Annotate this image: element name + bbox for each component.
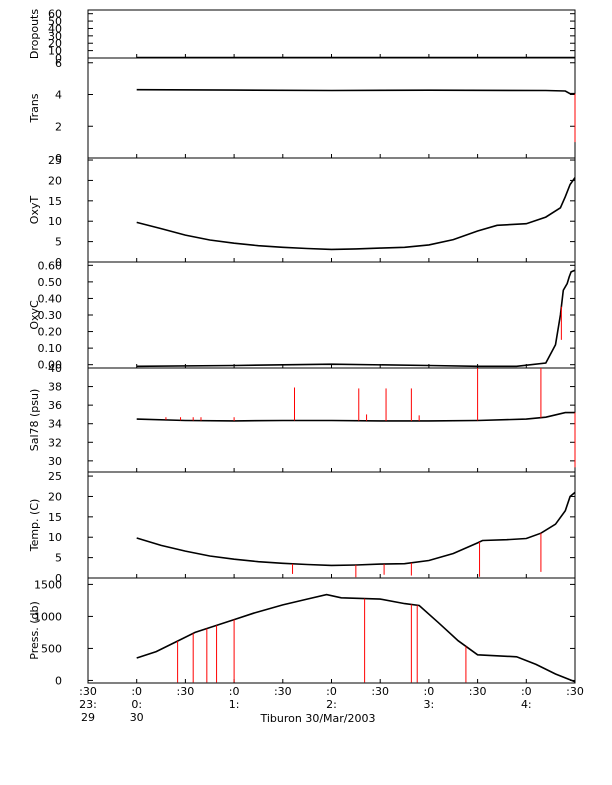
panel-frame: [87, 157, 576, 263]
panel-frame: [87, 57, 576, 159]
y-tick-label: 34: [48, 418, 62, 431]
x-tick-label: :30: [274, 685, 292, 698]
x-tick-label: 0:: [131, 698, 142, 711]
y-tick-label: 0: [55, 52, 62, 65]
series-line-0: [136, 411, 575, 422]
x-tick-label: :30: [469, 685, 487, 698]
panel-1: 0 2 4 6 Trans: [28, 57, 576, 165]
y-tick-label: 0: [55, 152, 62, 165]
y-tick-label: 30: [48, 455, 62, 468]
panel-frame: [87, 577, 576, 684]
y-tick-label: 1500: [34, 578, 62, 591]
y-axis-label: Press. (db): [28, 601, 41, 660]
y-axis-label: Temp. (C): [28, 499, 41, 553]
y-tick-label: 15: [48, 511, 62, 524]
y-tick-label: 25: [48, 470, 62, 483]
y-tick-label: 40: [48, 362, 62, 375]
x-tick-label: :0: [229, 685, 240, 698]
y-tick-label: 0: [55, 572, 62, 585]
y-tick-label: 6: [55, 57, 62, 70]
panel-4: 30 32 34 36 38 40 Sal78 (psu): [28, 362, 576, 473]
x-tick-label: 2:: [326, 698, 337, 711]
y-tick-label: 38: [48, 381, 62, 394]
y-tick-label: 5: [55, 552, 62, 565]
y-tick-label: 32: [48, 436, 62, 449]
y-axis-label: Trans: [28, 93, 41, 123]
y-tick-label: 2: [55, 120, 62, 133]
x-tick-label: :30: [177, 685, 195, 698]
y-tick-label: 30: [48, 30, 62, 43]
x-tick-label: 4:: [521, 698, 532, 711]
y-tick-label: 5: [55, 236, 62, 249]
y-tick-label: 0.00: [38, 359, 63, 372]
x-tick-label: 29: [81, 711, 95, 724]
panel-3: 0.00 0.10 0.20 0.30 0.40 0.50 0.60 OxyC: [28, 259, 576, 372]
y-tick-label: 10: [48, 45, 62, 58]
y-tick-label: 50: [48, 15, 62, 28]
y-tick-label: 0.50: [38, 276, 63, 289]
y-tick-label: 40: [48, 22, 62, 35]
y-tick-label: 60: [48, 8, 62, 21]
panel-frame: [87, 471, 576, 579]
panel-2: 0 5 10 15 20 25 OxyT: [28, 154, 576, 269]
time-axis: :3023:29:00:30:30:01::30:02::30:03::30:0…: [79, 685, 584, 724]
y-tick-label: 10: [48, 215, 62, 228]
y-axis-label: OxyC: [28, 300, 41, 330]
x-tick-label: :0: [131, 685, 142, 698]
x-tick-label: 3:: [424, 698, 435, 711]
panel-5: 0 5 10 15 20 25 Temp. (C): [28, 470, 576, 585]
y-tick-label: 25: [48, 154, 62, 167]
y-tick-label: 15: [48, 195, 62, 208]
x-tick-label: :0: [326, 685, 337, 698]
y-tick-label: 0.30: [38, 309, 63, 322]
y-tick-label: 1000: [34, 610, 62, 623]
series-line-0: [136, 88, 575, 95]
y-tick-label: 36: [48, 399, 62, 412]
x-tick-label: :0: [424, 685, 435, 698]
y-axis-label: Sal78 (psu): [28, 389, 41, 452]
y-tick-label: 20: [48, 174, 62, 187]
y-tick-label: 0.20: [38, 326, 63, 339]
panel-frame: [87, 261, 576, 369]
x-tick-label: :30: [79, 685, 97, 698]
y-tick-label: 4: [55, 89, 62, 102]
y-tick-label: 0: [55, 674, 62, 687]
panel-frame: [87, 9, 576, 59]
series-line-0: [136, 269, 576, 368]
figure-caption: Tiburon 30/Mar/2003: [259, 712, 375, 725]
x-tick-label: 30: [130, 711, 144, 724]
x-tick-label: 23:: [79, 698, 97, 711]
x-tick-label: :30: [566, 685, 584, 698]
y-tick-label: 0.10: [38, 342, 63, 355]
y-tick-label: 0: [55, 256, 62, 269]
x-tick-label: 1:: [229, 698, 240, 711]
panel-6: 0 500 1000 1500 Press. (db): [28, 577, 576, 687]
series-line-0: [136, 593, 576, 683]
series-line-0: [136, 491, 576, 567]
chart-panels: 0102030405060Dropouts0246Trans0510152025…: [28, 8, 576, 687]
y-tick-label: 10: [48, 531, 62, 544]
y-tick-label: 20: [48, 37, 62, 50]
y-tick-label: 20: [48, 490, 62, 503]
y-tick-label: 0.40: [38, 292, 63, 305]
series-line-0: [136, 177, 576, 251]
x-tick-label: :30: [371, 685, 389, 698]
y-tick-label: 500: [41, 642, 62, 655]
y-tick-label: 0.60: [38, 259, 63, 272]
x-tick-label: :0: [521, 685, 532, 698]
y-axis-label: OxyT: [28, 196, 41, 225]
y-axis-label: Dropouts: [28, 9, 41, 59]
